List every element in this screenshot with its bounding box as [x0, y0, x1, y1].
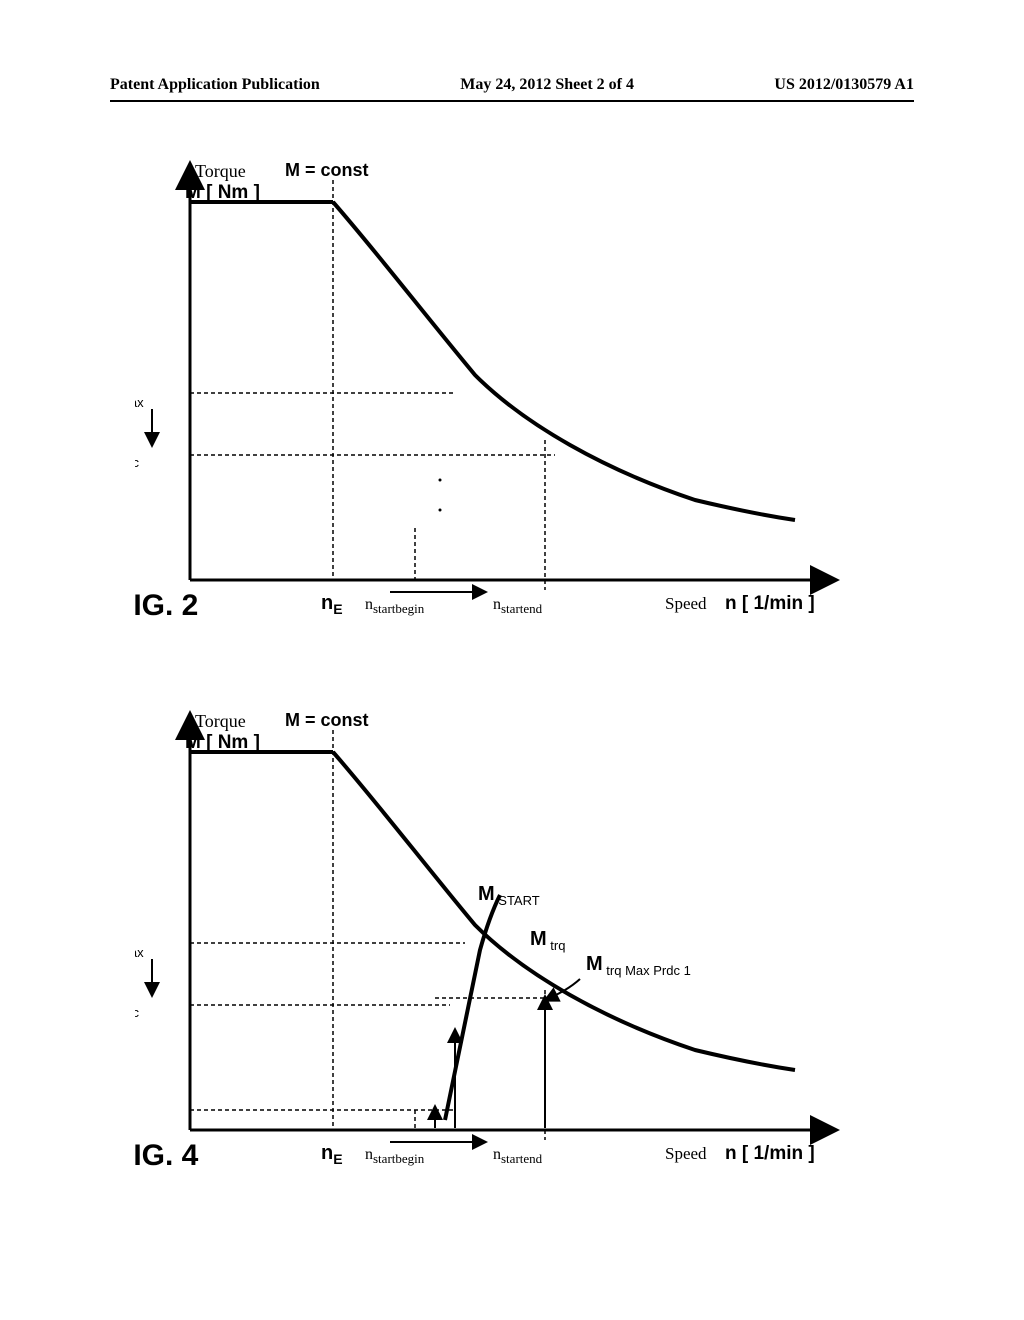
figure-4-svg: Torque M [ Nm ] M = const M trq Max M tr…: [135, 700, 895, 1200]
torque-label-line1: Torque: [195, 711, 246, 731]
torque-label-line2: M [ Nm ]: [185, 732, 260, 753]
figure-2-svg: Torque M [ Nm ] M = const M trq Max M tr…: [135, 150, 895, 650]
header-left: Patent Application Publication: [110, 76, 320, 94]
figure-4-container: Torque M [ Nm ] M = const M trq Max M tr…: [135, 700, 895, 1180]
page-header: Patent Application Publication May 24, 2…: [110, 76, 914, 94]
m-trq-max-prdc-label: M trq Max Prdc: [135, 445, 139, 470]
m-trq-label: M trq: [530, 928, 565, 953]
m-trq-max-label: M trq Max: [135, 385, 144, 410]
header-center: May 24, 2012 Sheet 2 of 4: [460, 76, 634, 94]
arrow-prdc1-pointer: [550, 979, 580, 998]
m-start-label: M START: [478, 883, 540, 908]
n-startbegin-label: nstartbegin: [365, 596, 425, 616]
m-trq-max-prdc-1-label: M trq Max Prdc 1: [586, 953, 691, 978]
n-startbegin-label: nstartbegin: [365, 1146, 425, 1166]
m-trq-max-prdc-label: M trq Max Prdc: [135, 995, 139, 1020]
fig-2-label: FIG. 2: [135, 589, 198, 622]
n-unit-label: n [ 1/min ]: [725, 593, 815, 614]
m-trq-max-label: M trq Max: [135, 935, 144, 960]
curve-decay: [333, 202, 795, 520]
dot-1: [439, 479, 442, 482]
speed-label: Speed: [665, 594, 707, 613]
speed-label: Speed: [665, 1144, 707, 1163]
header-right: US 2012/0130579 A1: [774, 76, 914, 94]
dot-2: [439, 509, 442, 512]
nE-label: nE: [321, 592, 343, 617]
m-const-label: M = const: [285, 710, 369, 730]
n-unit-label: n [ 1/min ]: [725, 1143, 815, 1164]
n-startend-label: nstartend: [493, 1146, 543, 1166]
fig-4-label: FIG. 4: [135, 1139, 199, 1172]
curve-decay: [333, 752, 795, 1070]
torque-label-line1: Torque: [195, 161, 246, 181]
header-rule: [110, 100, 914, 102]
patent-page: Patent Application Publication May 24, 2…: [0, 0, 1024, 1320]
nE-label: nE: [321, 1142, 343, 1167]
m-const-label: M = const: [285, 160, 369, 180]
torque-label-line2: M [ Nm ]: [185, 182, 260, 203]
figure-2-container: Torque M [ Nm ] M = const M trq Max M tr…: [135, 150, 895, 630]
n-startend-label: nstartend: [493, 596, 543, 616]
curve-mstart: [445, 895, 500, 1120]
